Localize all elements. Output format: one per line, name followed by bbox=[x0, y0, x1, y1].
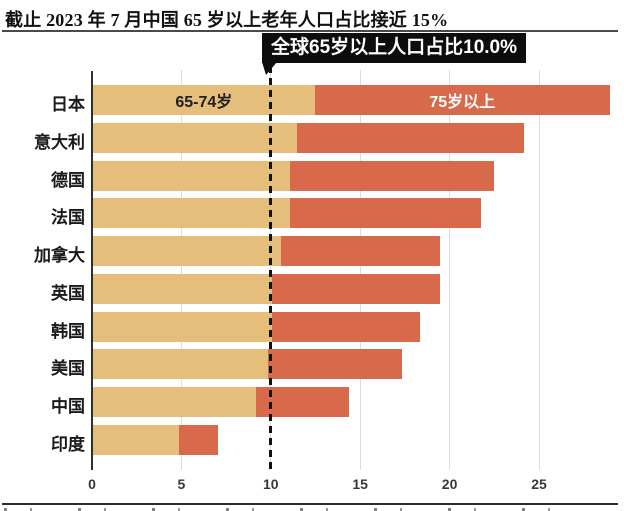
bar-row bbox=[0, 198, 624, 229]
x-tick-label: 5 bbox=[177, 476, 186, 492]
bar-segment-65-74 bbox=[93, 85, 315, 115]
reference-line-callout: 全球65岁以上人口占比10.0% bbox=[262, 33, 527, 63]
bar-segment-75plus bbox=[268, 349, 403, 380]
category-label: 法国 bbox=[51, 208, 85, 228]
bar-row bbox=[0, 349, 624, 380]
category-label: 韩国 bbox=[51, 321, 85, 341]
bar-segment-75plus bbox=[271, 311, 421, 342]
legend-label-75plus: 75岁以上 bbox=[429, 94, 496, 111]
category-label: 中国 bbox=[51, 397, 85, 416]
bar-segment-65-74 bbox=[93, 311, 272, 342]
bar-segment-75plus bbox=[271, 273, 440, 304]
x-tick-label: 15 bbox=[352, 476, 368, 492]
bar-segment-65-74 bbox=[93, 387, 256, 417]
bar-row bbox=[0, 387, 624, 417]
category-label: 德国 bbox=[51, 170, 85, 190]
bar-row bbox=[0, 311, 624, 342]
bar-segment-75plus bbox=[289, 198, 481, 229]
bar-row bbox=[0, 236, 624, 266]
category-label: 美国 bbox=[51, 359, 85, 379]
bar-segment-65-74 bbox=[93, 160, 290, 191]
x-tick-label: 20 bbox=[441, 476, 458, 492]
footer-divider bbox=[2, 503, 618, 505]
category-label: 印度 bbox=[51, 434, 85, 454]
bar-row bbox=[0, 424, 624, 455]
bar-segment-75plus bbox=[280, 236, 440, 266]
bar-segment-75plus bbox=[178, 424, 219, 455]
legend-label-65-74: 65-74岁 bbox=[175, 94, 233, 111]
bar-segment-65-74 bbox=[93, 349, 269, 380]
bar-segment-65-74 bbox=[93, 236, 281, 266]
bar-row bbox=[0, 85, 624, 115]
bar-row bbox=[0, 122, 624, 153]
gridline bbox=[538, 70, 540, 470]
category-label: 意大利 bbox=[34, 132, 85, 152]
bar-segment-65-74 bbox=[93, 122, 297, 153]
bar-segment-75plus bbox=[314, 85, 610, 115]
gridline bbox=[449, 70, 451, 470]
callout-pointer-icon bbox=[262, 62, 277, 75]
x-tick-label: 0 bbox=[88, 476, 96, 492]
title-divider bbox=[2, 30, 618, 32]
bar-row bbox=[0, 160, 624, 191]
bar-segment-65-74 bbox=[93, 424, 179, 455]
category-label: 加拿大 bbox=[34, 246, 85, 265]
bar-segment-65-74 bbox=[93, 273, 272, 304]
bar-segment-75plus bbox=[296, 122, 524, 153]
clipped-caption-remnant bbox=[4, 508, 564, 511]
gridline bbox=[359, 70, 361, 470]
bar-segment-65-74 bbox=[93, 198, 290, 229]
bar-segment-75plus bbox=[289, 160, 494, 191]
category-label: 日本 bbox=[51, 95, 85, 114]
gridline bbox=[180, 70, 182, 470]
bar-row bbox=[0, 273, 624, 304]
x-tick-label: 25 bbox=[531, 476, 547, 492]
y-axis-line bbox=[91, 71, 93, 470]
category-label: 英国 bbox=[51, 283, 85, 303]
x-tick-label: 10 bbox=[263, 476, 279, 492]
chart-title: 截止 2023 年 7 月中国 65 岁以上老年人口占比接近 15% bbox=[5, 10, 449, 30]
reference-line bbox=[269, 66, 273, 470]
